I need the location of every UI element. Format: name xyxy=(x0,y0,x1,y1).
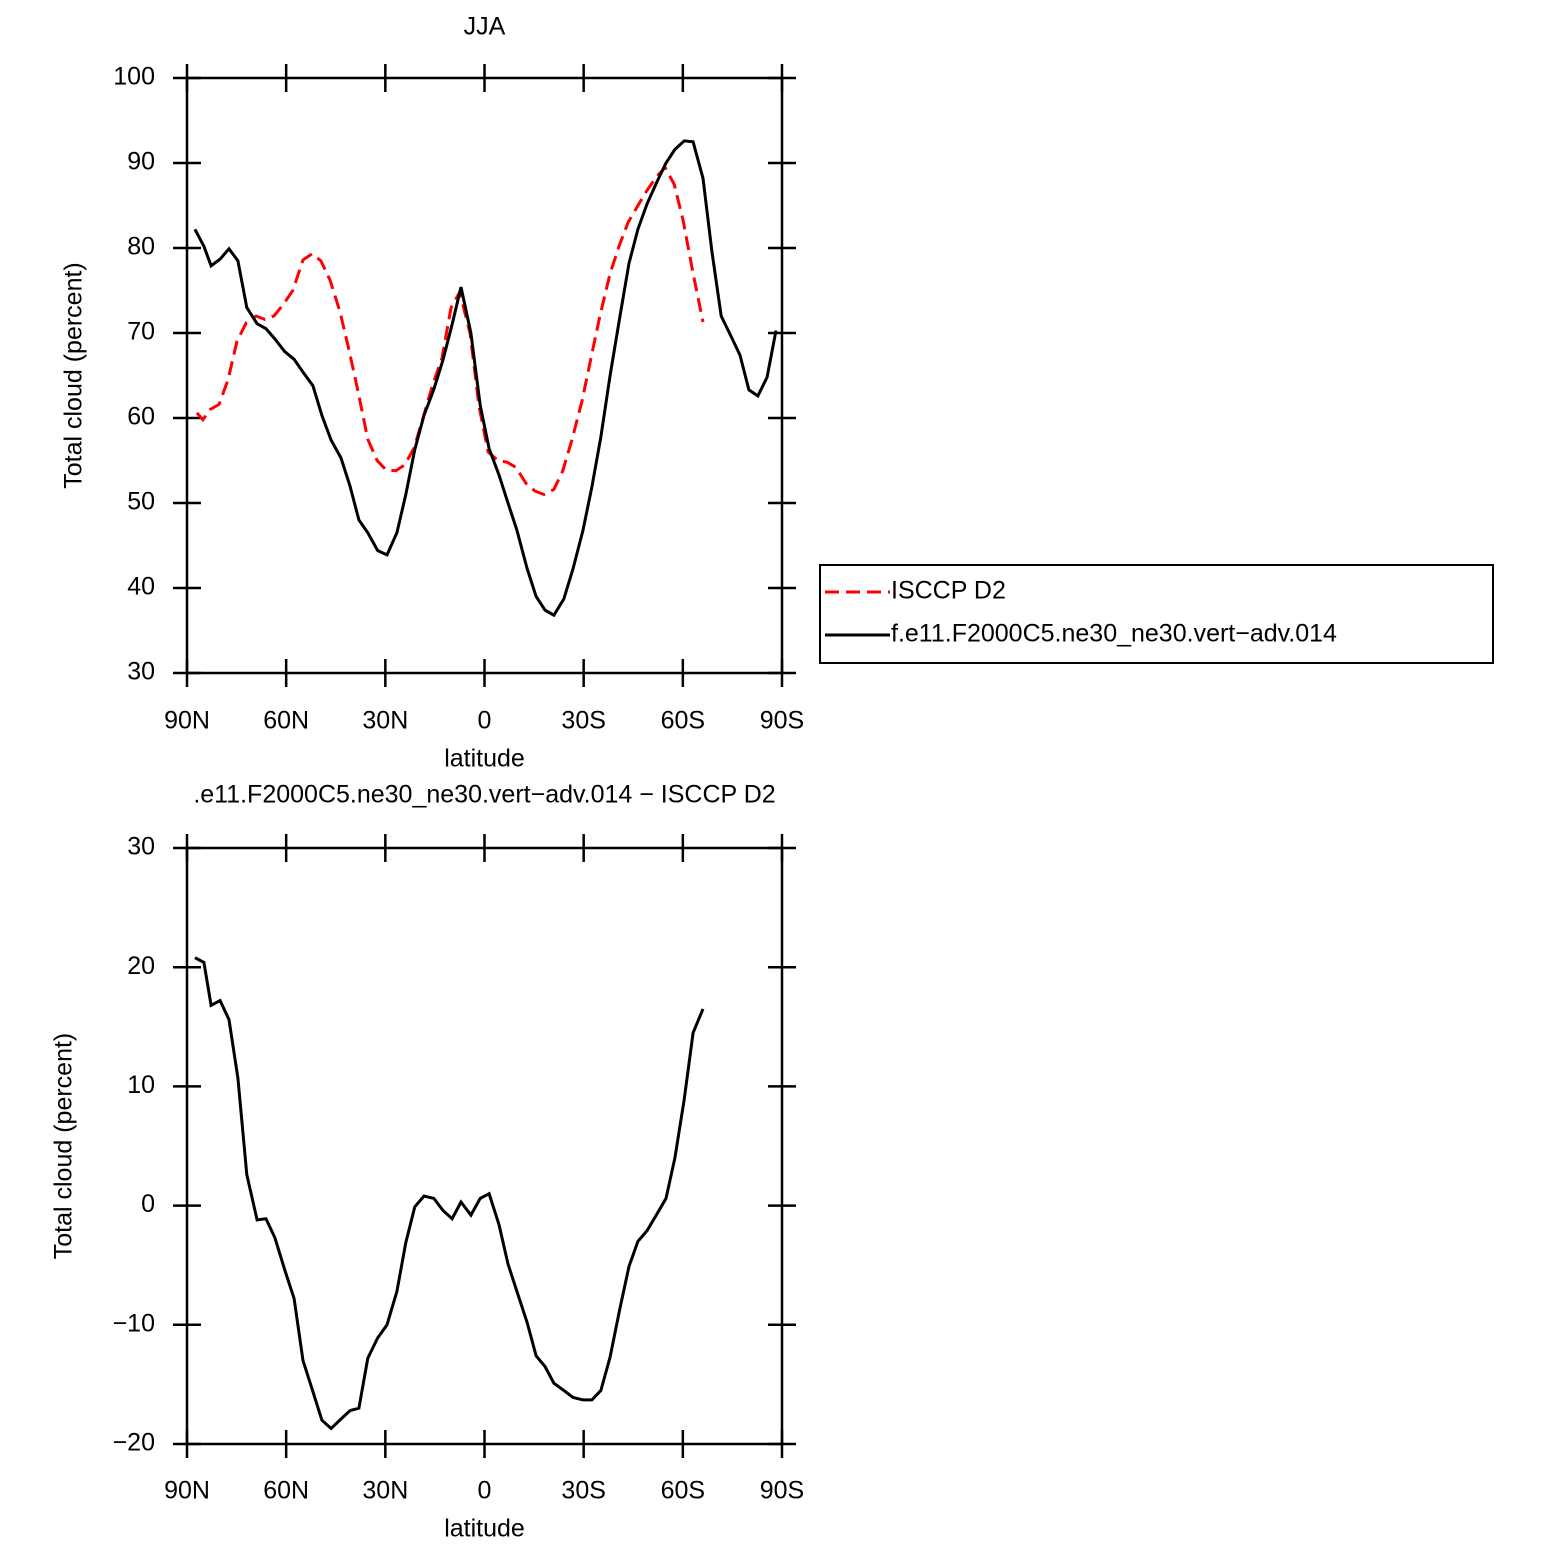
y-axis-label: Total cloud (percent) xyxy=(50,1033,78,1260)
y-tick-label: 10 xyxy=(127,1071,155,1099)
y-tick-label: 30 xyxy=(127,833,155,861)
x-tick-label: 60N xyxy=(263,1477,309,1505)
y-tick-label: 90 xyxy=(127,148,155,176)
legend-label: ISCCP D2 xyxy=(891,577,1006,605)
x-tick-label: 30N xyxy=(362,1477,408,1505)
y-tick-label: 100 xyxy=(113,63,155,91)
x-axis-label: latitude xyxy=(444,1515,525,1543)
data-line xyxy=(195,164,705,497)
x-tick-label: 30S xyxy=(561,1477,605,1505)
y-tick-label: 50 xyxy=(127,488,155,516)
legend-label: f.e11.F2000C5.ne30_ne30.vert−adv.014 xyxy=(891,620,1337,648)
y-tick-label: −10 xyxy=(113,1309,155,1337)
x-tick-label: 60S xyxy=(661,1477,705,1505)
x-tick-label: 0 xyxy=(478,1477,492,1505)
x-tick-label: 90N xyxy=(164,1477,210,1505)
x-tick-label: 90S xyxy=(760,707,804,735)
data-line xyxy=(194,956,705,1431)
y-tick-label: 30 xyxy=(127,658,155,686)
plot-frame xyxy=(185,76,784,675)
x-tick-label: 90N xyxy=(164,707,210,735)
x-tick-label: 60N xyxy=(263,707,309,735)
chart-title: .e11.F2000C5.ne30_ne30.vert−adv.014 − IS… xyxy=(193,781,775,809)
chart-title: JJA xyxy=(464,13,506,41)
x-tick-label: 60S xyxy=(661,707,705,735)
legend-box xyxy=(819,564,1494,664)
x-tick-label: 90S xyxy=(760,1477,804,1505)
x-axis-label: latitude xyxy=(444,745,525,773)
y-tick-label: 20 xyxy=(127,952,155,980)
x-tick-label: 30S xyxy=(561,707,605,735)
x-tick-label: 30N xyxy=(362,707,408,735)
x-tick-label: 0 xyxy=(478,707,492,735)
y-tick-label: 80 xyxy=(127,233,155,261)
y-tick-label: −20 xyxy=(113,1429,155,1457)
plot-frame xyxy=(185,846,784,1446)
y-tick-label: 60 xyxy=(127,403,155,431)
y-tick-label: 0 xyxy=(141,1190,155,1218)
data-line xyxy=(193,139,778,618)
y-tick-label: 40 xyxy=(127,573,155,601)
y-axis-label: Total cloud (percent) xyxy=(60,262,88,489)
y-tick-label: 70 xyxy=(127,318,155,346)
